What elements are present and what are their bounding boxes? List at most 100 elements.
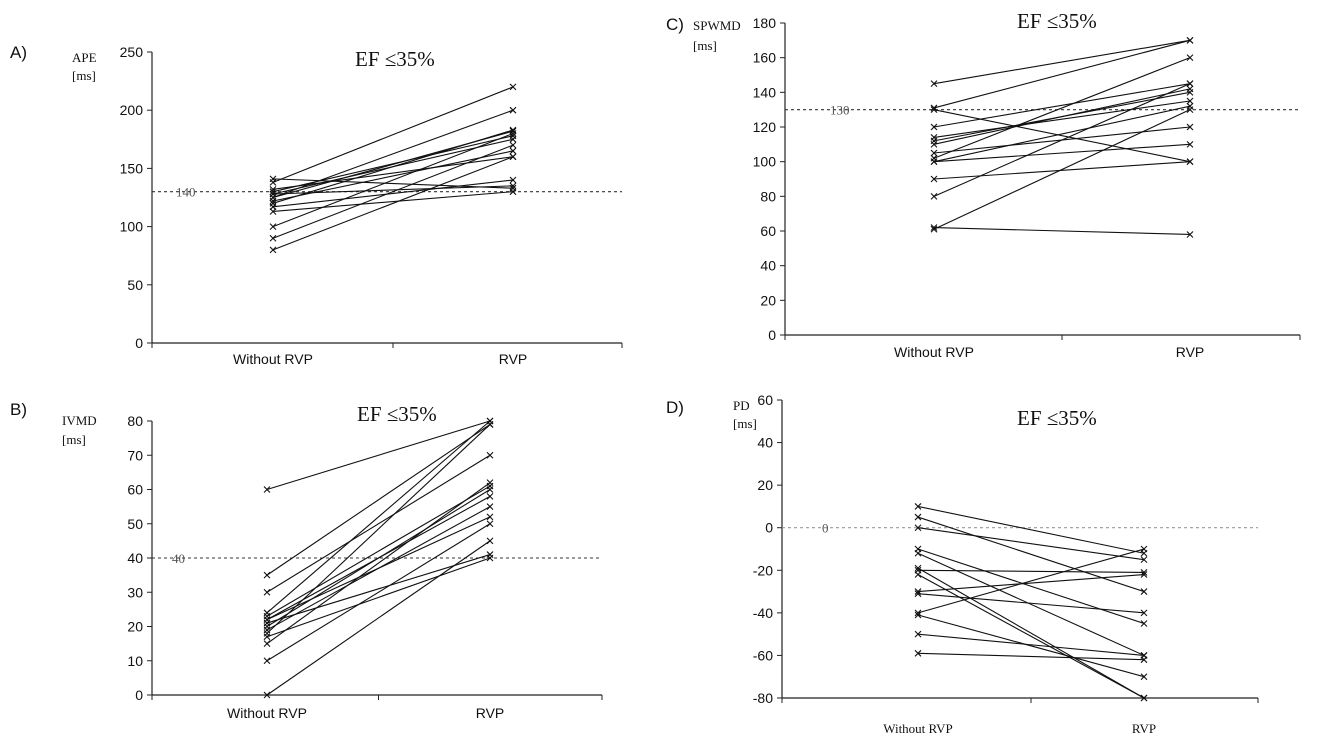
y-tick-label: -80 <box>753 690 773 706</box>
data-point-without-rvp <box>930 80 938 88</box>
series-13 <box>263 417 494 493</box>
data-point-rvp <box>1186 102 1194 110</box>
data-point-without-rvp <box>263 609 271 617</box>
series-line <box>272 132 514 228</box>
series-line <box>266 454 491 593</box>
y-tick-label: 180 <box>753 15 777 31</box>
series-line <box>917 552 1145 656</box>
y-tick-label: 0 <box>135 335 143 351</box>
data-point-without-rvp <box>269 175 277 183</box>
data-point-rvp <box>486 513 494 521</box>
chart-title: EF ≤35% <box>357 402 437 426</box>
data-point-rvp <box>509 106 517 114</box>
series-line <box>933 143 1191 163</box>
series-line <box>917 548 1145 625</box>
y-tick-label: 60 <box>760 223 776 239</box>
series-line <box>917 633 1145 656</box>
data-point-rvp <box>509 147 517 155</box>
data-point-rvp <box>1140 694 1148 702</box>
y-tick-label: 0 <box>135 687 143 703</box>
series-line <box>272 156 514 190</box>
series-9 <box>930 97 1194 141</box>
y-tick-label: 120 <box>753 119 777 135</box>
data-point-rvp <box>486 492 494 500</box>
data-point-rvp <box>1140 571 1148 578</box>
series-line <box>272 86 514 183</box>
series-4 <box>263 421 494 637</box>
x-category-label: Without RVP <box>233 351 313 367</box>
series-line <box>917 505 1145 554</box>
data-point-rvp <box>509 141 517 149</box>
series-line <box>266 523 491 662</box>
y-tick-label: 80 <box>760 188 776 204</box>
data-point-without-rvp <box>263 616 271 624</box>
series-line <box>266 557 491 638</box>
x-category-label: RVP <box>476 705 505 721</box>
panel-label: D) <box>666 398 684 417</box>
data-point-rvp <box>1140 656 1148 664</box>
x-category-label: RVP <box>499 351 528 367</box>
y-tick-label: 0 <box>768 327 776 343</box>
y-tick-label: 70 <box>127 447 143 463</box>
data-point-rvp <box>1186 80 1194 88</box>
series-13 <box>914 571 1148 702</box>
series-line <box>266 554 491 624</box>
data-point-rvp <box>509 127 517 135</box>
data-point-without-rvp <box>914 611 922 619</box>
y-tick-label: 50 <box>127 516 143 532</box>
series-1 <box>263 520 494 665</box>
series-1 <box>930 106 1194 233</box>
data-point-rvp <box>509 135 517 143</box>
series-9 <box>914 545 1148 617</box>
series-14 <box>263 513 494 624</box>
series-9 <box>263 482 494 620</box>
series-line <box>933 83 1191 128</box>
series-line <box>933 39 1191 109</box>
series-0 <box>914 503 1148 557</box>
data-point-without-rvp <box>914 513 922 521</box>
x-category-label: RVP <box>1176 344 1205 360</box>
series-line <box>933 39 1191 85</box>
y-tick-label: 40 <box>760 258 776 274</box>
y-axis-label: IVMD <box>62 413 97 428</box>
data-point-rvp <box>509 83 517 91</box>
chart-title: EF ≤35% <box>1017 406 1097 430</box>
data-point-without-rvp <box>269 190 277 198</box>
data-point-without-rvp <box>914 590 922 598</box>
series-line <box>266 482 491 645</box>
data-point-rvp <box>486 417 494 425</box>
data-point-rvp <box>1186 140 1194 148</box>
y-tick-label: -40 <box>753 605 773 621</box>
data-point-without-rvp <box>263 571 271 579</box>
series-2 <box>269 130 517 230</box>
series-1 <box>914 513 1148 595</box>
y-axis-unit: [ms] <box>72 68 96 83</box>
y-tick-label: 10 <box>127 653 143 669</box>
data-point-without-rvp <box>930 175 938 183</box>
series-7 <box>914 571 1148 595</box>
series-10 <box>263 417 494 617</box>
series-10 <box>914 611 1148 681</box>
data-point-rvp <box>486 503 494 511</box>
y-tick-label: 160 <box>753 50 777 66</box>
data-point-without-rvp <box>930 123 938 131</box>
data-point-without-rvp <box>263 588 271 596</box>
data-point-without-rvp <box>930 158 938 166</box>
data-point-without-rvp <box>914 524 922 532</box>
series-line <box>272 109 514 199</box>
series-line <box>933 161 1191 180</box>
series-11 <box>263 451 494 596</box>
series-line <box>933 100 1191 138</box>
series-line <box>917 548 1145 614</box>
series-0 <box>930 224 1194 238</box>
series-line <box>272 179 514 208</box>
series-10 <box>930 80 1194 131</box>
panel-label: C) <box>666 15 684 34</box>
panel-label: A) <box>10 43 27 62</box>
y-tick-label: 60 <box>757 392 773 408</box>
y-tick-label: 50 <box>127 277 143 293</box>
data-point-without-rvp <box>930 149 938 157</box>
y-axis-label: APE <box>72 50 97 65</box>
data-point-rvp <box>509 184 517 192</box>
data-point-without-rvp <box>914 503 922 510</box>
